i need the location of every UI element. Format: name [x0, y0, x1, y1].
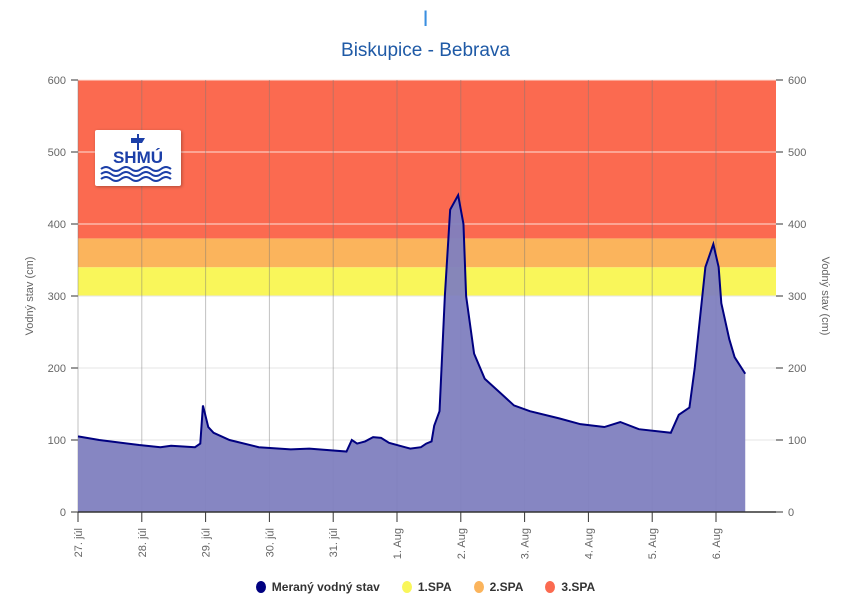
y-tick-label: 100: [48, 435, 66, 447]
x-tick-label: 3. Aug: [520, 528, 532, 559]
y-tick-label: 400: [48, 219, 66, 231]
y-tick-label: 0: [60, 507, 66, 519]
x-tick-label: 5. Aug: [647, 528, 659, 559]
y-tick-label: 600: [48, 75, 66, 87]
y-tick-label-right: 300: [788, 291, 806, 303]
legend: Meraný vodný stav 1.SPA 2.SPA 3.SPA: [0, 580, 851, 594]
x-tick-label: 29. júl: [201, 528, 213, 557]
y-tick-label-right: 100: [788, 435, 806, 447]
legend-marker-icon: [473, 581, 484, 593]
y-tick-label: 500: [48, 147, 66, 159]
legend-label: 2.SPA: [489, 580, 524, 594]
y-tick-label-right: 200: [788, 363, 806, 375]
header-mark: I: [422, 6, 429, 31]
chart-title: Biskupice - Bebrava: [341, 40, 510, 61]
legend-marker-icon: [401, 581, 412, 593]
x-tick-label: 4. Aug: [583, 528, 595, 559]
x-tick-label: 2. Aug: [456, 528, 468, 559]
x-tick-label: 1. Aug: [392, 528, 404, 559]
x-tick-label: 6. Aug: [711, 528, 723, 559]
x-tick-label: 30. júl: [264, 528, 276, 557]
y-tick-label: 300: [48, 291, 66, 303]
svg-text:SHMÚ: SHMÚ: [113, 148, 163, 167]
y-tick-label: 200: [48, 363, 66, 375]
band-1spa: [78, 267, 776, 296]
series-area: [78, 195, 746, 512]
y-tick-label-right: 0: [788, 507, 794, 519]
legend-item[interactable]: Meraný vodný stav: [255, 580, 380, 594]
y-tick-label-right: 400: [788, 219, 806, 231]
legend-label: 3.SPA: [561, 580, 596, 594]
y-tick-label-right: 600: [788, 75, 806, 87]
y-axis-title-right: Vodný stav (cm): [819, 257, 831, 336]
legend-label: Meraný vodný stav: [271, 580, 380, 594]
legend-marker-icon: [255, 581, 266, 593]
legend-item[interactable]: 3.SPA: [545, 580, 595, 594]
shmu-logo: SHMÚ: [95, 130, 181, 186]
legend-label: 1.SPA: [417, 580, 452, 594]
legend-marker-icon: [545, 581, 556, 593]
series-line: [77, 192, 747, 453]
legend-item[interactable]: 1.SPA: [401, 580, 452, 594]
x-tick-label: 31. júl: [328, 528, 340, 557]
x-tick-label: 28. júl: [137, 528, 149, 557]
y-tick-label-right: 500: [788, 147, 806, 159]
band-2spa: [78, 238, 776, 268]
y-axis-title: Vodný stav (cm): [24, 257, 36, 336]
legend-item[interactable]: 2.SPA: [473, 580, 524, 594]
x-tick-label: 27. júl: [73, 528, 85, 557]
band-3spa: [78, 80, 776, 239]
